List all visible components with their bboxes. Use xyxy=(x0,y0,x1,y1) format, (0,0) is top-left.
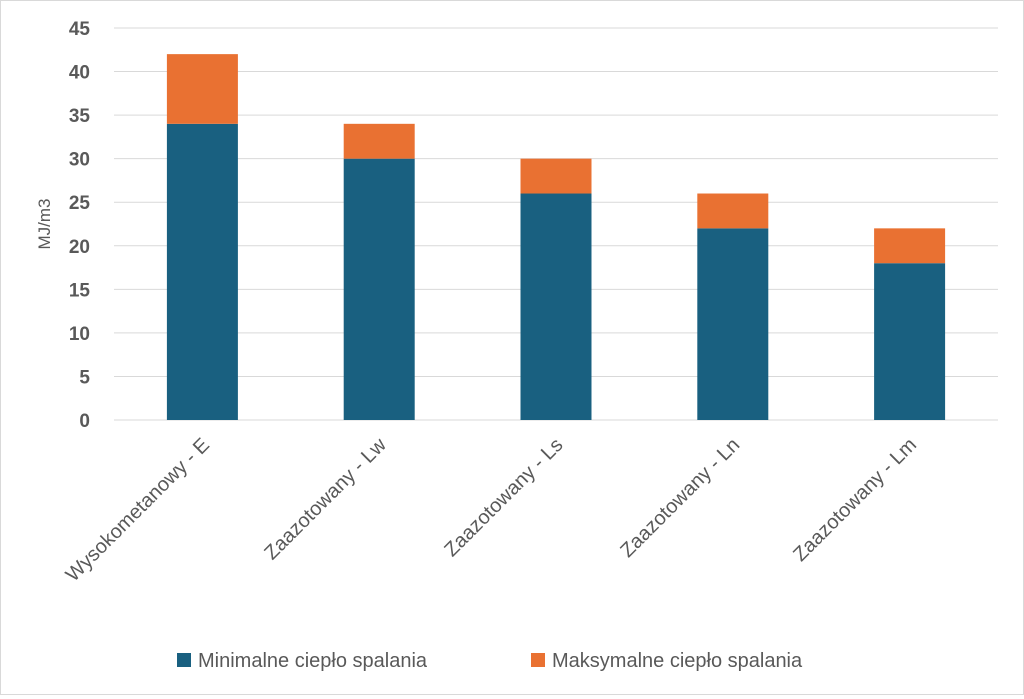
x-category-label: Zaazotowany - Ln xyxy=(616,434,744,562)
bar-segment xyxy=(874,228,946,264)
bar-segment xyxy=(343,158,415,420)
y-tick-label: 35 xyxy=(69,106,91,127)
bar-segment xyxy=(697,193,769,229)
bar-segment xyxy=(874,263,946,420)
x-axis-labels: Wysokometanowy - E Zaazotowany - Lw Zaazot… xyxy=(62,434,921,587)
bar-segment xyxy=(697,228,769,420)
y-axis-title: MJ/m3 xyxy=(35,199,54,250)
bar-segment xyxy=(343,123,415,159)
y-tick-label: 15 xyxy=(69,280,91,301)
y-tick-label: 30 xyxy=(69,150,90,171)
bar-segment xyxy=(520,193,592,420)
y-tick-label: 25 xyxy=(69,193,91,214)
y-tick-label: 40 xyxy=(69,63,90,84)
x-category-label: Wysokometanowy - E xyxy=(62,434,214,586)
y-tick-label: 45 xyxy=(69,19,91,40)
legend: Minimalne ciepło spalania Maksymalne ciep… xyxy=(177,650,803,672)
x-category-label: Zaazotowany - Lm xyxy=(789,434,921,566)
bar-segment xyxy=(520,158,592,194)
y-tick-label: 0 xyxy=(79,411,90,432)
y-axis-ticks: 0 5 10 15 20 25 30 35 40 45 xyxy=(69,19,91,432)
x-category-label: Zaazotowany - Ls xyxy=(440,434,567,561)
y-tick-label: 5 xyxy=(79,367,90,388)
bar-segment xyxy=(166,123,238,421)
y-tick-label: 20 xyxy=(69,237,90,258)
legend-swatch xyxy=(177,653,191,667)
y-tick-label: 10 xyxy=(69,324,90,345)
x-category-label: Zaazotowany - Lw xyxy=(260,434,391,565)
bar-segment xyxy=(166,54,238,124)
legend-swatch xyxy=(531,653,545,667)
legend-label: Minimalne ciepło spalania xyxy=(198,650,428,672)
legend-label: Maksymalne ciepło spalania xyxy=(552,650,803,672)
bars xyxy=(166,54,946,421)
